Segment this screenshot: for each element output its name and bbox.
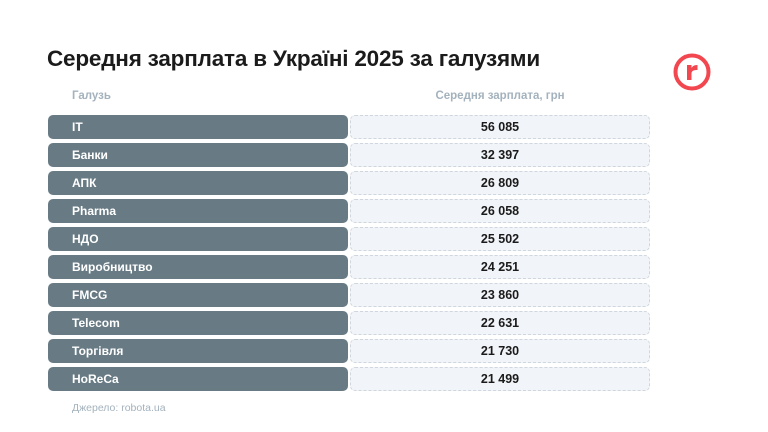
industry-cell: НДО <box>48 227 348 251</box>
salary-cell: 32 397 <box>350 143 650 167</box>
table-row: Pharma 26 058 <box>48 199 650 223</box>
salary-table: IT 56 085 Банки 32 397 АПК 26 809 Pharma 26 058… <box>48 115 650 395</box>
industry-cell: Telecom <box>48 311 348 335</box>
salary-cell: 25 502 <box>350 227 650 251</box>
industry-cell: Торгівля <box>48 339 348 363</box>
table-row: Виробництво 24 251 <box>48 255 650 279</box>
salary-cell: 56 085 <box>350 115 650 139</box>
table-row: HoReCa 21 499 <box>48 367 650 391</box>
salary-cell: 23 860 <box>350 283 650 307</box>
industry-cell: FMCG <box>48 283 348 307</box>
industry-cell: HoReCa <box>48 367 348 391</box>
table-row: FMCG 23 860 <box>48 283 650 307</box>
table-row: Telecom 22 631 <box>48 311 650 335</box>
industry-cell: Виробництво <box>48 255 348 279</box>
robota-logo-icon <box>673 53 711 91</box>
salary-cell: 21 730 <box>350 339 650 363</box>
table-row: АПК 26 809 <box>48 171 650 195</box>
industry-cell: Банки <box>48 143 348 167</box>
table-row: IT 56 085 <box>48 115 650 139</box>
table-row: НДО 25 502 <box>48 227 650 251</box>
table-row: Банки 32 397 <box>48 143 650 167</box>
industry-cell: Pharma <box>48 199 348 223</box>
salary-cell: 26 058 <box>350 199 650 223</box>
industry-cell: АПК <box>48 171 348 195</box>
industry-cell: IT <box>48 115 348 139</box>
page-title: Середня зарплата в Україні 2025 за галуз… <box>47 46 541 71</box>
source-note: Джерело: robota.ua <box>72 402 166 414</box>
column-header-industry: Галузь <box>72 90 111 102</box>
salary-cell: 24 251 <box>350 255 650 279</box>
salary-cell: 26 809 <box>350 171 650 195</box>
salary-cell: 21 499 <box>350 367 650 391</box>
salary-cell: 22 631 <box>350 311 650 335</box>
column-header-salary: Середня зарплата, грн <box>435 90 565 102</box>
table-row: Торгівля 21 730 <box>48 339 650 363</box>
